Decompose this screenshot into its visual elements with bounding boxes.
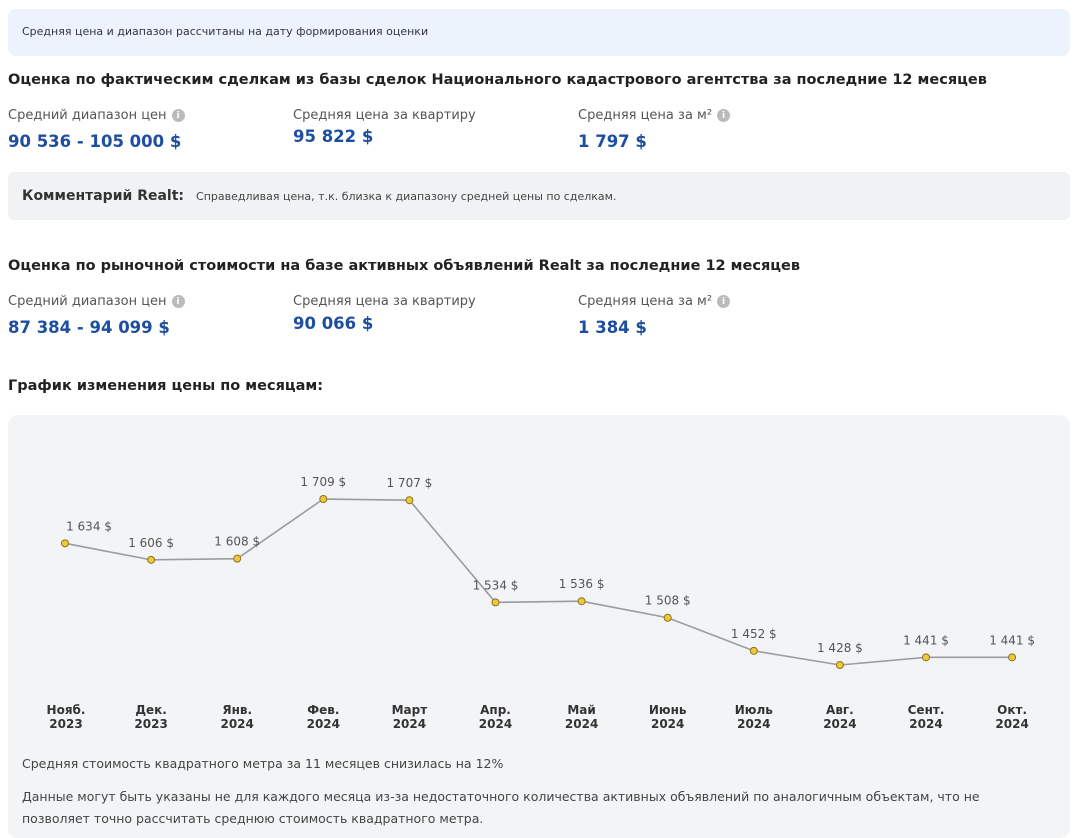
comment-title: Комментарий Realt: [22,188,185,204]
data-point [577,597,586,606]
data-label: 1 709 $ [300,475,346,489]
deals-range-label: Средний диапазон цен i [8,108,185,123]
data-point [835,661,844,669]
info-icon[interactable]: i [717,295,731,308]
label-text: Средняя цена за м² [578,294,713,309]
data-label: 1 441 $ [989,633,1035,647]
x-tick-label: 2024 [565,717,598,731]
deals-flat-value: 95 822 $ [293,127,374,146]
data-point [147,555,156,564]
comment-text: Справедливая цена, т.к. близка к диапазо… [196,189,617,203]
x-tick-label: 2024 [737,717,770,731]
deals-flat-label: Средняя цена за квартиру [293,108,476,123]
x-tick-label: Дек. [135,703,167,717]
info-icon[interactable]: i [171,109,185,122]
market-range-label: Средний диапазон цен i [8,294,185,309]
label-text: Средний диапазон цен [8,294,167,309]
x-tick-label: 2024 [220,717,253,731]
label-text: Средний диапазон цен [8,108,167,123]
x-tick-label: Июль [735,703,773,717]
x-tick-label: Март [392,703,428,717]
x-tick-label: 2024 [393,717,426,731]
deals-range-value: 90 536 - 105 000 $ [8,132,182,151]
chart-title: График изменения цены по месяцам: [8,378,324,394]
x-tick-label: Окт. [997,703,1027,717]
x-tick-label: 2024 [479,717,512,731]
x-tick-label: Янв. [222,703,252,717]
data-point [233,554,242,563]
deals-sqm-label: Средняя цена за м² i [578,108,731,123]
market-section-title: Оценка по рыночной стоимости на базе акт… [8,258,801,274]
data-label: 1 634 $ [66,519,112,533]
market-sqm-label: Средняя цена за м² i [578,294,731,309]
x-tick-label: 2024 [651,717,684,731]
deals-section-title: Оценка по фактическим сделкам из базы сд… [8,72,987,88]
info-notice: Средняя цена и диапазон рассчитаны на да… [8,9,1070,56]
market-sqm-value: 1 384 $ [578,318,647,337]
info-icon[interactable]: i [171,295,185,308]
x-tick-label: Авг. [826,703,854,717]
data-point [319,495,328,504]
data-label: 1 707 $ [386,476,432,490]
data-point [1008,653,1017,662]
x-tick-label: 2023 [134,717,167,731]
x-tick-label: 2024 [823,717,856,731]
data-disclaimer: Данные могут быть указаны не для каждого… [22,789,980,826]
series-line [64,498,1013,666]
data-point [922,653,930,662]
x-tick-label: 2024 [909,717,942,731]
data-point [405,496,414,505]
market-flat-label: Средняя цена за квартиру [293,294,476,309]
data-point [61,539,69,548]
price-chart-panel [8,415,1070,838]
data-label: 1 452 $ [731,627,777,641]
label-text: Средняя цена за м² [578,108,713,123]
market-flat-value: 90 066 $ [293,314,374,333]
price-change-note: Средняя стоимость квадратного метра за 1… [22,756,504,771]
x-tick-label: 2024 [995,717,1028,731]
x-tick-label: Июнь [649,703,687,717]
data-point [663,613,672,622]
data-label: 1 508 $ [645,594,691,608]
data-point [749,646,758,655]
x-tick-label: Фев. [307,703,339,717]
x-tick-label: Май [567,703,595,717]
realt-comment: Комментарий Realt: Справедливая цена, т.… [8,172,1070,220]
deals-sqm-value: 1 797 $ [578,132,647,151]
x-tick-label: Сент. [908,703,945,717]
data-label: 1 534 $ [473,578,519,592]
info-icon[interactable]: i [717,109,731,122]
market-range-value: 87 384 - 94 099 $ [8,318,170,337]
x-tick-label: 2023 [49,717,82,731]
data-label: 1 606 $ [128,536,174,550]
x-tick-label: 2024 [307,717,340,731]
data-label: 1 428 $ [817,641,863,655]
data-point [491,598,500,607]
x-tick-label: Апр. [480,703,511,717]
x-tick-label: Нояб. [47,703,86,717]
data-label: 1 441 $ [903,633,949,647]
data-label: 1 608 $ [214,535,260,549]
data-label: 1 536 $ [559,577,605,591]
